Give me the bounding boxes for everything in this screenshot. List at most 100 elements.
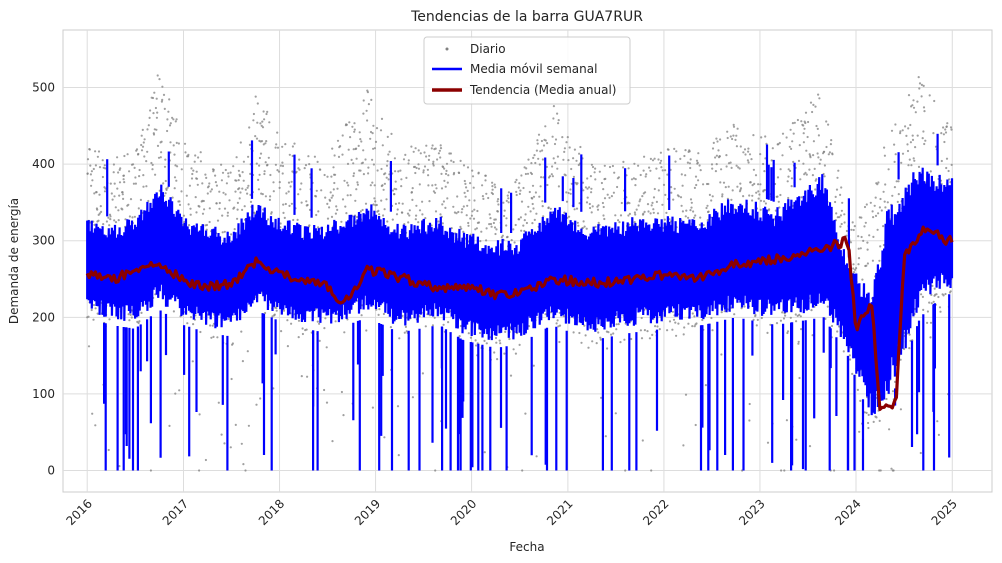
daily-point <box>399 169 402 172</box>
daily-point <box>652 211 655 214</box>
daily-point <box>161 85 164 88</box>
daily-point <box>894 153 897 156</box>
daily-point <box>706 204 709 207</box>
daily-point <box>530 162 533 165</box>
daily-point <box>484 174 487 177</box>
daily-point <box>189 207 192 210</box>
daily-point <box>267 156 270 159</box>
daily-point <box>138 168 141 172</box>
daily-point <box>474 228 477 231</box>
daily-point <box>916 134 919 137</box>
daily-point <box>556 167 559 170</box>
daily-point <box>432 164 435 167</box>
daily-point <box>143 138 146 141</box>
daily-point <box>720 168 723 171</box>
daily-point <box>699 216 702 219</box>
daily-point <box>726 136 729 140</box>
daily-point <box>239 191 242 194</box>
daily-point <box>760 136 763 139</box>
daily-point <box>220 163 223 166</box>
daily-point <box>677 195 681 198</box>
daily-point <box>243 205 246 208</box>
daily-point <box>92 303 96 307</box>
daily-point <box>684 174 687 177</box>
daily-point <box>684 393 688 396</box>
daily-point <box>812 103 815 106</box>
daily-point <box>557 185 561 188</box>
daily-point <box>262 143 265 146</box>
daily-point <box>100 210 103 213</box>
daily-point <box>261 193 264 196</box>
daily-point <box>615 323 618 326</box>
daily-point <box>241 208 244 211</box>
daily-point <box>263 172 266 176</box>
daily-point <box>352 174 355 178</box>
daily-point <box>830 324 834 328</box>
daily-point <box>258 156 261 160</box>
daily-point <box>263 118 266 121</box>
daily-point <box>224 168 227 172</box>
daily-point <box>178 389 181 392</box>
daily-point <box>233 228 236 231</box>
daily-point <box>381 184 384 187</box>
daily-point <box>840 209 844 212</box>
daily-point <box>664 169 667 172</box>
daily-point <box>383 182 386 185</box>
daily-point <box>690 206 693 209</box>
daily-point <box>488 213 491 216</box>
daily-point <box>141 145 145 148</box>
daily-point <box>489 217 492 220</box>
daily-point <box>103 190 107 193</box>
daily-point <box>804 111 808 114</box>
daily-point <box>215 202 218 205</box>
daily-point <box>473 208 476 211</box>
daily-point <box>535 149 539 152</box>
daily-point <box>198 413 201 416</box>
daily-point <box>323 327 326 330</box>
daily-point <box>123 154 126 158</box>
daily-point <box>798 313 801 316</box>
daily-point <box>806 135 809 139</box>
daily-point <box>385 164 389 167</box>
daily-point <box>693 325 696 328</box>
daily-point <box>661 203 664 206</box>
daily-point <box>367 172 370 175</box>
daily-point <box>790 185 793 188</box>
daily-point <box>473 199 476 202</box>
daily-point <box>833 469 836 472</box>
daily-point <box>344 205 347 208</box>
daily-point <box>218 190 221 193</box>
daily-point <box>362 149 365 152</box>
y-tick-label: 0 <box>47 464 55 478</box>
daily-point <box>748 194 751 197</box>
daily-point <box>108 318 111 321</box>
daily-point <box>786 330 790 333</box>
daily-point <box>528 190 531 194</box>
daily-point <box>929 170 932 173</box>
daily-point <box>566 136 569 139</box>
daily-point <box>214 174 217 177</box>
daily-point <box>107 216 110 219</box>
daily-point <box>212 335 215 338</box>
trend-line <box>85 225 954 411</box>
daily-point <box>272 190 275 193</box>
daily-point <box>795 320 798 323</box>
daily-point <box>478 331 482 335</box>
daily-point <box>599 336 602 339</box>
daily-point <box>747 147 750 150</box>
daily-point <box>270 211 273 214</box>
daily-point <box>527 205 530 208</box>
daily-point <box>171 196 174 199</box>
daily-point <box>141 128 144 131</box>
daily-point <box>415 214 418 217</box>
daily-point <box>786 331 789 335</box>
daily-point <box>877 212 880 215</box>
daily-point <box>644 191 647 194</box>
daily-point <box>485 239 488 242</box>
daily-point <box>334 320 337 323</box>
daily-point <box>172 310 175 313</box>
daily-point <box>348 121 351 124</box>
daily-point <box>469 336 472 339</box>
daily-point <box>272 181 275 184</box>
daily-point <box>210 188 213 191</box>
